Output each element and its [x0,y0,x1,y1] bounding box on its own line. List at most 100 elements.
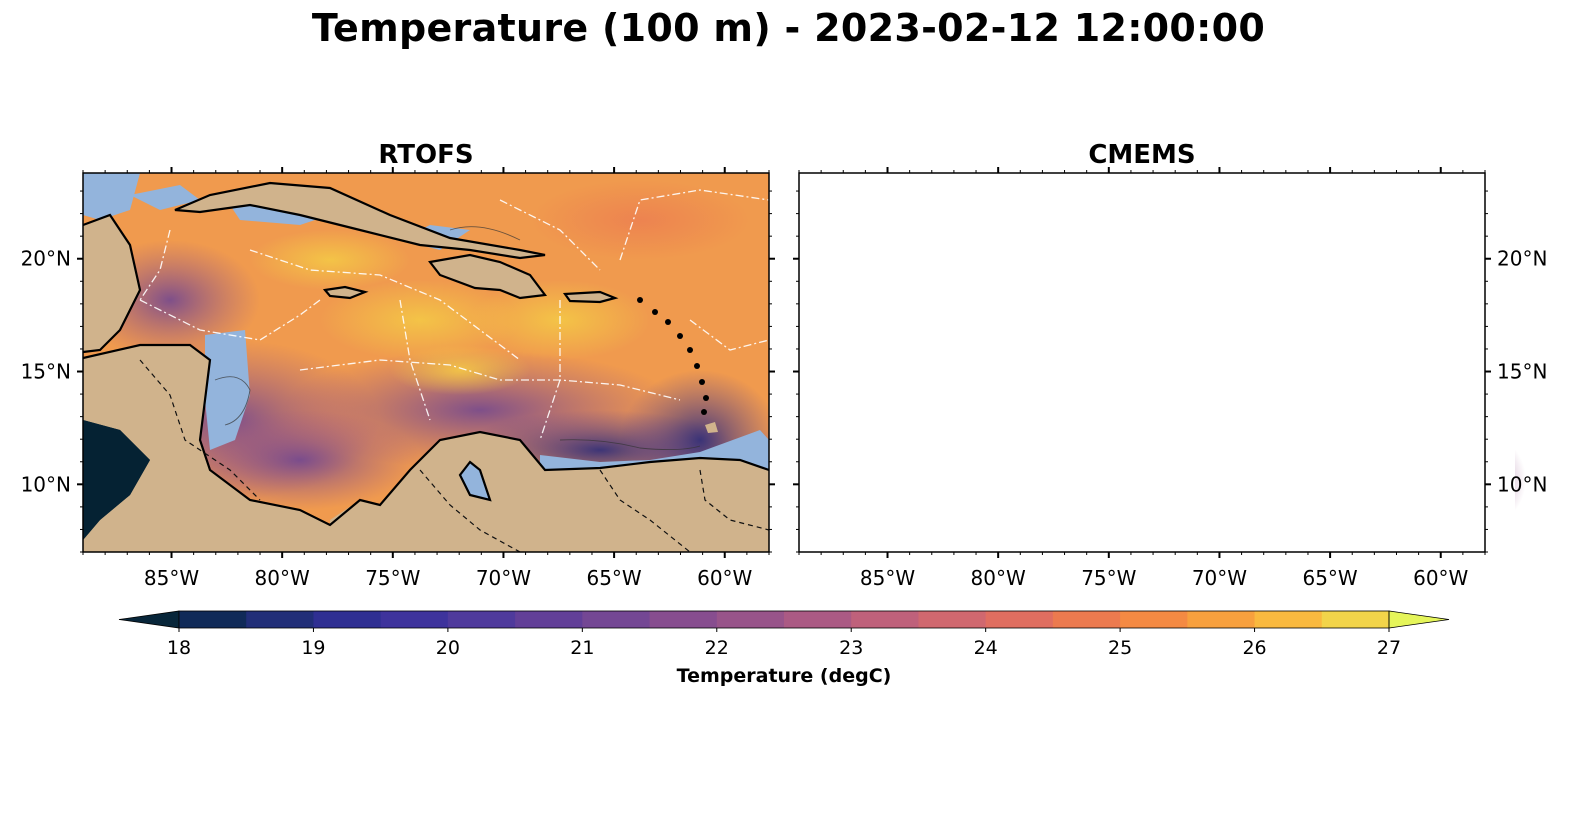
map-frame [798,172,1486,553]
warm-water-patch [250,230,410,290]
eez-boundary [139,189,769,441]
colorbar-bin [380,611,449,628]
panel-title-cmems: CMEMS [1088,140,1195,170]
map-panel-cmems [766,170,1526,553]
colorbar: 18 19 20 21 22 23 24 25 26 27 [118,610,1450,659]
warm-water-patch [776,170,976,270]
warm-water-patch [1406,220,1506,340]
colorbar-tick-label: 20 [436,637,460,659]
colorbar-bin [649,611,718,628]
colorbar-tick-label: 27 [1377,637,1401,659]
lon-tick-label: 85°W [144,566,199,590]
colorbar-bin [918,611,987,628]
colorbar-bin [784,611,852,628]
trinidad-land [705,422,718,433]
lat-tick-label: 15°N [1497,360,1547,384]
colorbar-bin [1254,611,1323,628]
panel-title-rtofs: RTOFS [378,140,473,170]
cool-water-patch [1186,410,1486,480]
lon-tick-label: 70°W [1192,566,1247,590]
lon-tick-label: 60°W [697,566,752,590]
moderate-water-patch [1176,330,1416,430]
cool-water-patch [180,410,420,510]
isobath-contour [931,227,1416,450]
colorbar-bin [716,611,785,628]
lat-tick-label: 15°N [21,360,71,384]
lon-tick-label: 65°W [1302,566,1357,590]
pacific-ocean [799,410,1046,552]
colorbar-tick-label: 21 [570,637,594,659]
yucatan-land [799,215,856,352]
lat-tick-label: 10°N [21,472,71,496]
lesser-antilles [1353,297,1425,415]
trinidad-land [1421,422,1434,433]
lat-tick-label: 20°N [1497,247,1547,271]
warm-water-patch [866,330,1226,450]
lat-tick-label: 20°N [21,247,71,271]
central-america-land [799,345,1046,552]
lon-tick-label: 80°W [255,566,310,590]
central-america-land [83,345,330,552]
figure-title: Temperature (100 m) - 2023-02-12 12:00:0… [311,6,1266,50]
map-panel-rtofs [82,172,770,553]
colorbar-tick-label: 18 [167,637,191,659]
colorbar-tick-label: 24 [974,637,998,659]
colorbar-bin [985,611,1054,628]
lesser-antilles [637,297,709,415]
colorbar-extend-min [118,610,180,629]
colorbar-frame [178,610,1390,629]
south-america-land [1046,432,1485,552]
colorbar-bin [515,611,583,628]
lon-tick-label: 85°W [860,566,915,590]
colorbar-bin [851,611,919,628]
lon-tick-label: 65°W [586,566,641,590]
colorbar-bin [1052,611,1121,628]
colorbar-bin [447,611,516,628]
hispaniola-land [1146,255,1261,298]
colorbar-tick-label: 25 [1108,637,1132,659]
landmass [799,183,1485,552]
hispaniola-land [430,255,545,298]
colorbar-bin [1321,611,1390,628]
moderate-water-patch [1236,260,1436,340]
warm-water-patch [1056,280,1296,380]
lon-tick-label: 70°W [476,566,531,590]
political-boundary [139,359,769,552]
colorbar-bin [1187,611,1256,628]
coastline [83,181,769,527]
lat-tick-label: 10°N [1497,472,1547,496]
axis-ticks: 85°W 80°W 75°W 70°W 65°W 60°W 20°N 15°N 10°N 85°W… [21,167,1547,590]
lon-tick-label: 80°W [971,566,1026,590]
colorbar-bin [313,611,382,628]
colorbar-tick-label: 26 [1242,637,1266,659]
colorbar-title: Temperature (degC) [677,665,892,687]
jamaica-land [1041,287,1081,298]
colorbar-bin [246,611,314,628]
moderate-water-patch [936,450,1096,510]
ocean-field [799,173,1485,552]
shallow-shelf [799,173,1485,552]
political-boundary [856,360,1485,552]
colorbar-bin [582,611,651,628]
lon-tick-label: 60°W [1413,566,1468,590]
colorbar-bin [1120,611,1188,628]
puerto-rico-land [1281,292,1331,302]
colorbar-extend-max [1388,610,1450,629]
colorbar-tick-label: 22 [705,637,729,659]
map-frame [82,172,770,553]
cold-water-patch [1336,400,1456,480]
coastline [799,183,1485,525]
warm-water-patch [320,280,520,360]
colorbar-bin [179,611,247,628]
warm-water-patch [896,400,1056,480]
warm-water-patch [390,345,530,395]
cool-water-patch [1515,448,1526,512]
puerto-rico-land [565,292,615,302]
colorbar-tick-label: 23 [839,637,863,659]
warm-water-patch [530,180,750,260]
lon-tick-label: 75°W [365,566,420,590]
isobath-contour [214,226,701,451]
cuba-land [891,183,1261,258]
warm-water-patch [766,220,1066,380]
